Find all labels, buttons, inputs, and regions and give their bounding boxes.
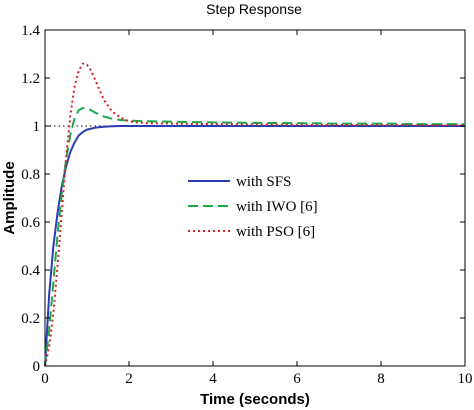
x-tick-label: 6 bbox=[293, 371, 301, 387]
y-tick-label: 0.4 bbox=[21, 263, 40, 279]
legend-label-1: with IWO [6] bbox=[236, 199, 318, 215]
series-layer bbox=[44, 62, 465, 367]
y-axis-label: Amplitude bbox=[1, 161, 18, 234]
legend-label-0: with SFS bbox=[236, 174, 291, 190]
x-tick-label: 4 bbox=[209, 371, 217, 387]
x-axis-label: Time (seconds) bbox=[200, 391, 310, 408]
x-tick-label: 10 bbox=[458, 371, 473, 387]
y-tick-label: 0 bbox=[33, 359, 41, 375]
x-tick-label: 8 bbox=[377, 371, 385, 387]
plot-area: 0 2 4 6 8 10 0 0.2 0.4 0.6 0.8 1 1.2 1.4 bbox=[21, 23, 472, 387]
series-line-2 bbox=[44, 62, 465, 367]
series-line-0 bbox=[44, 125, 465, 367]
legend: with SFS with IWO [6] with PSO [6] bbox=[188, 174, 318, 240]
y-tick-label: 1.4 bbox=[21, 23, 40, 39]
x-tick-label: 2 bbox=[125, 371, 133, 387]
legend-label-2: with PSO [6] bbox=[236, 224, 315, 240]
ticks-layer: 0 2 4 6 8 10 0 0.2 0.4 0.6 0.8 1 1.2 1.4 bbox=[21, 23, 472, 387]
x-tick-label: 0 bbox=[41, 371, 49, 387]
y-tick-label: 0.8 bbox=[21, 167, 40, 183]
y-tick-label: 0.2 bbox=[21, 311, 40, 327]
plot-frame bbox=[44, 29, 466, 367]
y-tick-label: 1.2 bbox=[21, 71, 40, 87]
y-tick-label: 1 bbox=[33, 119, 41, 135]
y-tick-label: 0.6 bbox=[21, 215, 40, 231]
chart-title: Step Response bbox=[206, 1, 302, 17]
series-line-1 bbox=[44, 107, 465, 367]
